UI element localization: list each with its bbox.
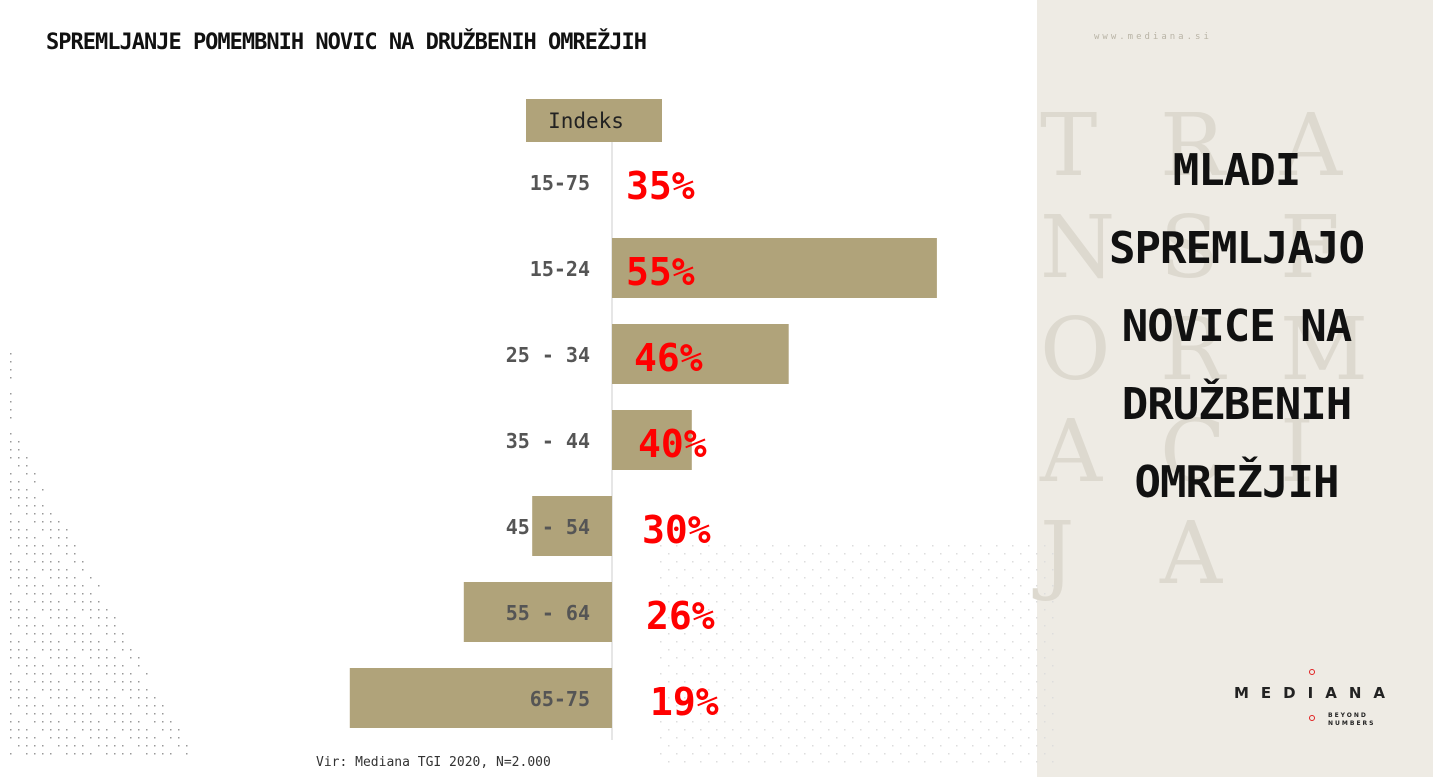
background-letter: F: [1280, 198, 1340, 298]
bar: [612, 410, 692, 470]
background-letter: I: [1280, 402, 1314, 502]
chart-panel: [0, 0, 1037, 777]
category-label: 45 - 54: [506, 515, 590, 539]
bar: [612, 238, 937, 298]
headline-line: MLADI: [1172, 145, 1301, 196]
headline-line: OMREŽJIH: [1134, 457, 1340, 508]
value-label: 46%: [634, 336, 703, 380]
background-letter: A: [1040, 402, 1103, 502]
headline-panel: [1037, 0, 1433, 777]
background-letter: A: [1160, 504, 1223, 604]
background-letter: A: [1280, 96, 1343, 196]
website-url: www.mediana.si: [1094, 32, 1212, 42]
bar: [349, 668, 612, 728]
dot-grid: [10, 353, 188, 755]
indeks-header-box: [526, 99, 662, 142]
dot-grid: [660, 545, 1054, 763]
source-note: Vir: Mediana TGI 2020, N=2.000: [316, 755, 551, 770]
logo-dot-icon: [1309, 669, 1315, 675]
category-label: 25 - 34: [506, 343, 590, 367]
background-letter: N: [1040, 198, 1116, 298]
value-label: 55%: [626, 250, 695, 294]
indeks-header-label: Indeks: [548, 109, 624, 133]
decorative-dot-pattern-bottom: [660, 545, 1060, 773]
value-label: 40%: [638, 422, 707, 466]
logo-dot-icon: [1309, 715, 1315, 721]
mediana-logo: MEDIANA BEYOND NUMBERS: [1234, 669, 1397, 727]
value-label: 26%: [646, 594, 715, 638]
bar: [532, 496, 612, 556]
category-label: 65-75: [530, 687, 590, 711]
chart-title: SPREMLJANJE POMEMBNIH NOVIC NA DRUŽBENIH…: [46, 30, 647, 55]
headline-line: SPREMLJAJO: [1109, 223, 1365, 274]
bar: [463, 582, 612, 642]
category-label: 15-24: [530, 257, 590, 281]
background-letter: R: [1160, 300, 1225, 400]
background-letter: M: [1280, 300, 1369, 400]
background-letter: T: [1040, 96, 1098, 196]
background-letter: R: [1160, 96, 1225, 196]
category-label: 35 - 44: [506, 429, 590, 453]
bar: [612, 324, 789, 384]
background-letter: J: [1040, 504, 1075, 604]
headline-line: DRUŽBENIH: [1121, 379, 1352, 430]
category-label: 55 - 64: [506, 601, 590, 625]
headline-line: NOVICE NA: [1121, 301, 1352, 352]
background-letter: O: [1040, 300, 1111, 400]
headline: MLADI SPREMLJAJO NOVICE NA DRUŽBENIH OMR…: [1040, 132, 1433, 522]
background-letter: C: [1160, 402, 1226, 502]
decorative-dot-pattern-bottom-left: [10, 345, 218, 765]
category-label: 15-75: [530, 171, 590, 195]
logo-tagline-line: NUMBERS: [1328, 720, 1376, 727]
value-label: 30%: [642, 508, 711, 552]
logo-wordmark: MEDIANA: [1234, 684, 1397, 702]
logo-tagline-line: BEYOND: [1328, 712, 1368, 719]
logo-tagline: BEYOND NUMBERS: [1328, 712, 1375, 728]
background-letter: S: [1160, 198, 1219, 298]
bar-chart: Indeks 15-75 35% 15-24 55% 25 - 34 46% 35 - 44 4…: [349, 99, 937, 740]
value-label: 35%: [626, 164, 695, 208]
value-label: 19%: [650, 680, 719, 724]
